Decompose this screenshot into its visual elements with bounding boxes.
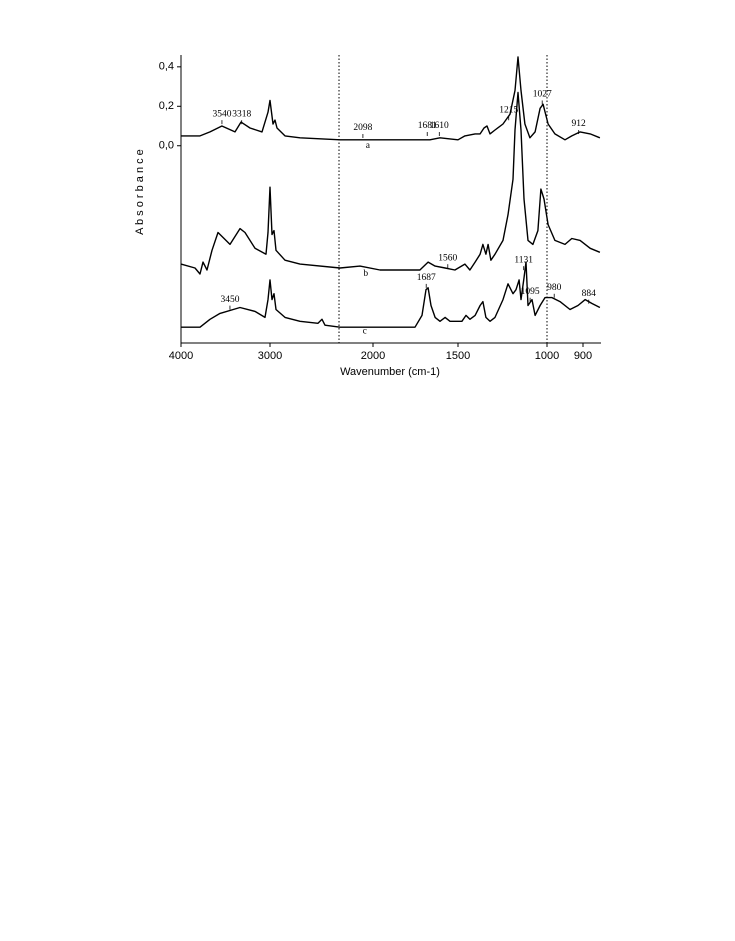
spectrum-line (180, 91, 601, 275)
x-axis-label: Wavenumber (cm-1) (340, 366, 440, 378)
y-axis-label: A b s o r b a n c e (134, 149, 146, 235)
y-tick-label: 0,0 (159, 140, 174, 152)
peak-label: 1610 (430, 121, 449, 131)
peak-label: 2098 (353, 123, 372, 133)
series-label: b (363, 269, 368, 279)
y-tick-label: 0,2 (159, 100, 174, 112)
peak-label: 1687 (417, 273, 436, 283)
spectrum-line (181, 56, 601, 141)
peak-label: 3450 (220, 295, 239, 305)
x-tick-label: 1000 (535, 350, 559, 362)
peak-label: 980 (547, 283, 562, 293)
x-tick-label: 900 (574, 350, 592, 362)
x-tick-label: 3000 (258, 350, 282, 362)
peak-label: 1681 (418, 121, 437, 131)
series-label: c (363, 326, 367, 336)
peak-label: 1560 (438, 253, 457, 263)
peak-label: 3318 (232, 109, 251, 119)
peak-label: 3540 (212, 109, 231, 119)
x-tick-label: 4000 (169, 350, 193, 362)
peak-label: 1095 (521, 287, 540, 297)
y-tick-label: 0,4 (159, 61, 174, 73)
peak-label: 1131 (514, 255, 533, 265)
spectrum-line (181, 261, 601, 328)
peak-label: 1027 (533, 90, 552, 100)
peak-label: 884 (582, 289, 597, 299)
peak-label: 912 (572, 119, 587, 129)
peak-label: 1215 (499, 105, 518, 115)
x-tick-label: 2000 (361, 350, 385, 362)
series-label: a (366, 141, 371, 151)
x-tick-label: 1500 (446, 350, 470, 362)
